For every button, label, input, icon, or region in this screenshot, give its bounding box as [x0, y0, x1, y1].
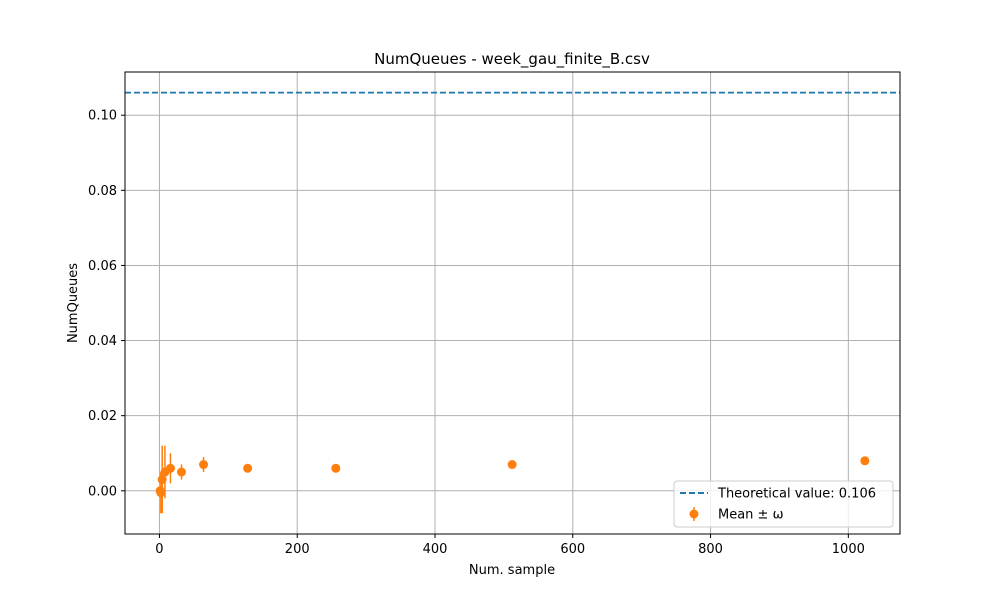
data-point	[507, 460, 517, 470]
x-tick-label: 0	[155, 542, 163, 557]
x-tick-label: 800	[698, 542, 723, 557]
x-tick-label: 600	[560, 542, 585, 557]
plot-frame	[124, 71, 901, 535]
y-tick-label: 0.10	[88, 109, 117, 124]
y-tick-label: 0.06	[88, 259, 117, 274]
x-tick-label: 400	[423, 542, 448, 557]
legend-box	[673, 480, 894, 528]
legend-mean-label: Mean ± ω	[718, 508, 783, 523]
data-point	[860, 456, 870, 466]
y-tick-label: 0.08	[88, 184, 117, 199]
data-point	[157, 475, 167, 485]
grid-layer	[125, 72, 900, 534]
x-tick-label: 1000	[832, 542, 865, 557]
data-point	[165, 463, 175, 473]
chart-title: NumQueues - week_gau_finite_B.csv	[374, 50, 650, 69]
y-tick-label: 0.04	[88, 334, 117, 349]
data-point	[331, 463, 341, 473]
y-tick-layer: 0.00 0.02 0.04 0.06 0.08 0.10	[88, 109, 125, 499]
legend-mean-marker-swatch	[689, 509, 699, 519]
legend-theoretical-label: Theoretical value: 0.106	[717, 487, 876, 502]
legend: Theoretical value: 0.106 Mean ± ω	[673, 480, 894, 528]
x-tick-layer: 0 200 400 600 800 1000	[155, 534, 865, 557]
data-point	[156, 488, 166, 498]
data-point	[243, 463, 253, 473]
data-point	[176, 467, 186, 477]
y-tick-label: 0.02	[88, 409, 117, 424]
x-axis-label: Num. sample	[469, 563, 555, 578]
x-tick-label: 200	[285, 542, 310, 557]
data-point	[199, 460, 209, 470]
y-axis-label: NumQueues	[66, 263, 81, 343]
y-tick-label: 0.00	[88, 484, 117, 499]
data-layer	[155, 445, 870, 514]
